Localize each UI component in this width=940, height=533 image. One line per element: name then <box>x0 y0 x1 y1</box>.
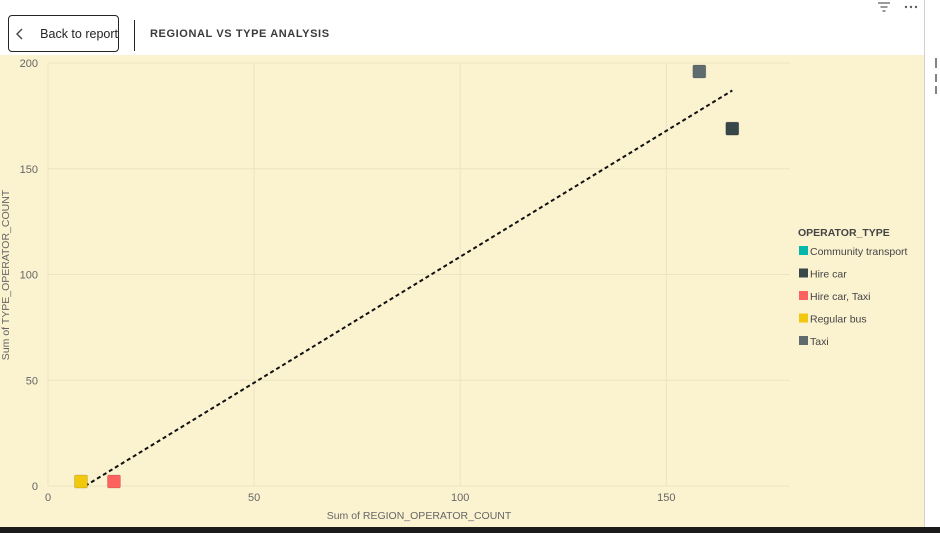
taskbar-strip <box>0 527 940 533</box>
y-tick-label: 200 <box>20 58 38 70</box>
legend-swatch <box>799 336 808 345</box>
filter-icon[interactable] <box>877 0 891 12</box>
y-axis-title: Sum of TYPE_OPERATOR_COUNT <box>0 189 12 360</box>
report-header: Back to report REGIONAL VS TYPE ANALYSIS <box>0 0 924 55</box>
legend-entry[interactable]: Community transport <box>799 246 908 258</box>
scatter-chart: 0 50 100 150 200 0 50 100 150 OPERATOR_TYPE Commu… <box>0 58 908 522</box>
legend-swatch <box>799 291 808 300</box>
chevron-left-icon <box>9 28 34 40</box>
legend-swatch <box>799 313 808 323</box>
legend-swatch <box>799 246 808 255</box>
data-point[interactable] <box>692 64 707 79</box>
legend-title: OPERATOR_TYPE <box>798 227 890 239</box>
scatter-chart-visual: 0 50 100 150 200 0 50 100 150 OPERATOR_TYPE Commu… <box>0 55 924 527</box>
legend-label: Regular bus <box>810 314 867 326</box>
y-tick-label: 50 <box>26 375 38 387</box>
legend-label: Hire car <box>810 269 847 281</box>
data-point[interactable] <box>73 474 88 489</box>
x-tick-label: 0 <box>45 492 51 504</box>
more-options-icon[interactable] <box>902 0 920 12</box>
filters-pane-collapsed[interactable] <box>924 0 940 527</box>
trend-line <box>84 89 733 487</box>
back-to-report-label: Back to report <box>40 26 118 41</box>
filters-pane-tab-icon <box>935 54 940 98</box>
data-point[interactable] <box>106 474 121 489</box>
legend-entry[interactable]: Hire car <box>799 268 847 281</box>
legend-entry[interactable]: Regular bus <box>799 313 867 326</box>
data-point[interactable] <box>725 121 740 136</box>
legend-label: Community transport <box>810 246 908 258</box>
header-divider <box>134 20 135 51</box>
x-tick-label: 100 <box>451 492 469 504</box>
legend-entry[interactable]: Hire car, Taxi <box>799 291 871 303</box>
y-tick-label: 0 <box>32 481 38 493</box>
legend-label: Hire car, Taxi <box>810 291 871 303</box>
x-tick-label: 150 <box>657 492 675 504</box>
x-tick-label: 50 <box>248 492 260 504</box>
x-axis-title: Sum of REGION_OPERATOR_COUNT <box>327 510 512 522</box>
back-to-report-button[interactable]: Back to report <box>8 15 119 52</box>
legend-entry[interactable]: Taxi <box>799 336 829 348</box>
legend-label: Taxi <box>810 336 829 348</box>
y-tick-label: 150 <box>20 164 38 176</box>
page-title: REGIONAL VS TYPE ANALYSIS <box>150 28 330 40</box>
legend-swatch <box>799 268 808 278</box>
y-tick-label: 100 <box>20 270 38 282</box>
